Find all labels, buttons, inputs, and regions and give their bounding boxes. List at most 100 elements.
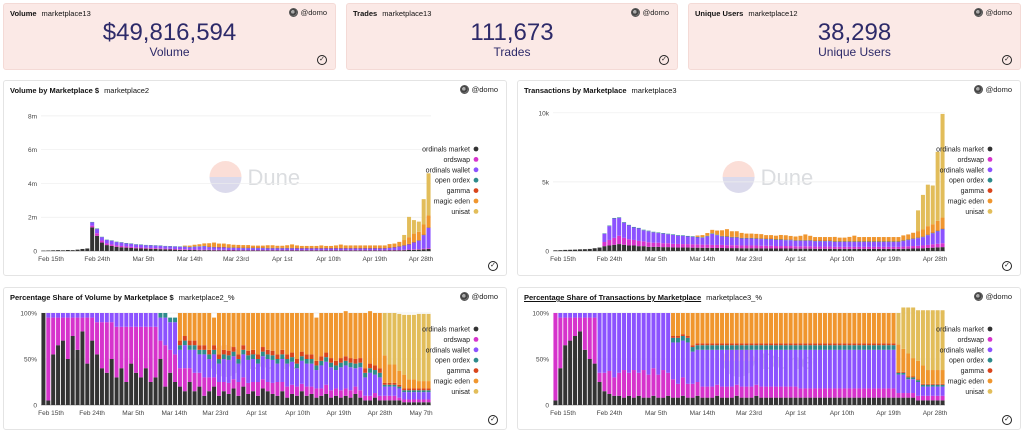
bar-gamma — [886, 343, 891, 346]
bar-ordinals-market — [680, 395, 685, 405]
bar-ordinals-wallet — [818, 241, 823, 247]
bar-ordinals-wallet — [290, 248, 295, 251]
legend-label: magic eden — [434, 379, 470, 386]
check-icon[interactable]: ✓ — [317, 55, 327, 65]
check-icon[interactable]: ✓ — [1002, 261, 1012, 271]
bar-ordswap — [85, 317, 90, 364]
bar-ordinals-wallet — [773, 239, 778, 247]
bar-ordinals-market — [847, 248, 852, 251]
check-icon[interactable]: ✓ — [659, 55, 669, 65]
owner-badge[interactable]: @domo — [973, 292, 1012, 301]
owner-badge[interactable]: @domo — [459, 85, 498, 94]
bar-open-ordex — [798, 240, 803, 241]
bar-ordinals-market — [769, 397, 774, 405]
bar-open-ordex — [382, 384, 387, 387]
owner-badge[interactable]: @domo — [630, 8, 669, 17]
bar-magic-eden — [236, 244, 241, 248]
bar-ordswap — [216, 382, 221, 396]
bar-ordswap — [421, 399, 426, 403]
bar-ordinals-market — [710, 247, 715, 251]
bar-ordinals-wallet — [710, 233, 715, 245]
bar-magic-eden — [231, 313, 236, 348]
bar-ordswap — [808, 388, 813, 398]
bar-ordinals-market — [847, 397, 852, 405]
bar-magic-eden — [896, 237, 901, 242]
bar-open-ordex — [886, 345, 891, 350]
panel-query[interactable]: marketplace3 — [631, 86, 677, 95]
bar-ordinals-market — [871, 397, 876, 405]
bar-ordswap — [402, 399, 407, 403]
bar-gamma — [867, 343, 872, 346]
owner-badge[interactable]: @domo — [973, 85, 1012, 94]
bar-ordinals-market — [930, 247, 935, 251]
legend-label: ordinals market — [422, 147, 470, 154]
bar-magic-eden — [720, 313, 725, 344]
check-icon[interactable]: ✓ — [488, 261, 498, 271]
bar-ordinals-market — [827, 248, 832, 251]
panel-title[interactable]: Volume — [10, 9, 37, 18]
bar-gamma — [906, 376, 911, 378]
bar-ordinals-market — [397, 400, 402, 405]
x-tick-label: Mar 14th — [177, 256, 203, 263]
bar-ordinals-wallet — [808, 240, 813, 247]
panel-title[interactable]: Percentage Share of Transactions by Mark… — [524, 293, 702, 302]
panel-title[interactable]: Percentage Share of Volume by Marketplac… — [10, 293, 174, 302]
bar-magic-eden — [710, 229, 715, 234]
bar-ordinals-market — [729, 248, 734, 251]
panel-query[interactable]: marketplace2_% — [178, 293, 235, 302]
panel-query[interactable]: marketplace2 — [104, 86, 150, 95]
bar-magic-eden — [754, 233, 759, 239]
bar-gamma — [935, 383, 940, 385]
bar-ordinals-wallet — [202, 354, 207, 378]
bar-ordswap — [558, 317, 563, 369]
bar-open-ordex — [803, 240, 808, 241]
bar-ordswap — [607, 239, 612, 246]
owner-badge[interactable]: @domo — [288, 8, 327, 17]
check-icon[interactable]: ✓ — [488, 415, 498, 425]
bar-open-ordex — [852, 345, 857, 350]
bar-gamma — [192, 340, 197, 346]
bar-ordinals-wallet — [95, 229, 100, 234]
bar-ordinals-market — [168, 372, 173, 405]
owner-badge[interactable]: @domo — [459, 292, 498, 301]
bar-unisat — [421, 199, 426, 225]
owner-badge[interactable]: @domo — [973, 8, 1012, 17]
panel-query[interactable]: marketplace12 — [748, 9, 798, 18]
bar-ordinals-market — [935, 400, 940, 405]
bar-ordinals-market — [803, 397, 808, 405]
check-icon[interactable]: ✓ — [1002, 415, 1012, 425]
bar-open-ordex — [862, 241, 867, 243]
panel-query[interactable]: marketplace3_% — [706, 293, 763, 302]
panel-title[interactable]: Volume by Marketplace $ — [10, 86, 100, 95]
bar-ordswap — [173, 354, 178, 382]
bar-ordswap — [916, 395, 921, 401]
panel-query[interactable]: marketplace13 — [41, 9, 91, 18]
bar-ordinals-wallet — [749, 238, 754, 246]
bar-ordswap — [857, 388, 862, 398]
panel-title[interactable]: Unique Users — [695, 9, 744, 18]
bar-open-ordex — [680, 336, 685, 341]
bar-ordinals-market — [353, 250, 358, 251]
x-tick-label: Apr 1st — [785, 410, 806, 417]
bar-magic-eden — [363, 245, 368, 248]
bar-open-ordex — [901, 240, 906, 242]
panel-title[interactable]: Transactions by Marketplace — [524, 86, 627, 95]
bar-ordswap — [612, 237, 617, 245]
bar-ordswap — [940, 395, 945, 401]
bar-magic-eden — [813, 237, 818, 241]
panel-title[interactable]: Trades — [353, 9, 378, 18]
bar-ordinals-market — [124, 382, 129, 405]
legend-dot-open-ordex — [473, 177, 479, 183]
bar-ordinals-wallet — [260, 248, 265, 251]
bar-ordswap — [99, 322, 104, 369]
check-icon[interactable]: ✓ — [1002, 55, 1012, 65]
panel-query[interactable]: marketplace13 — [382, 9, 432, 18]
bar-ordswap — [803, 246, 808, 249]
bar-unisat — [935, 310, 940, 371]
bar-unisat — [416, 313, 421, 382]
bar-ordswap — [710, 386, 715, 398]
